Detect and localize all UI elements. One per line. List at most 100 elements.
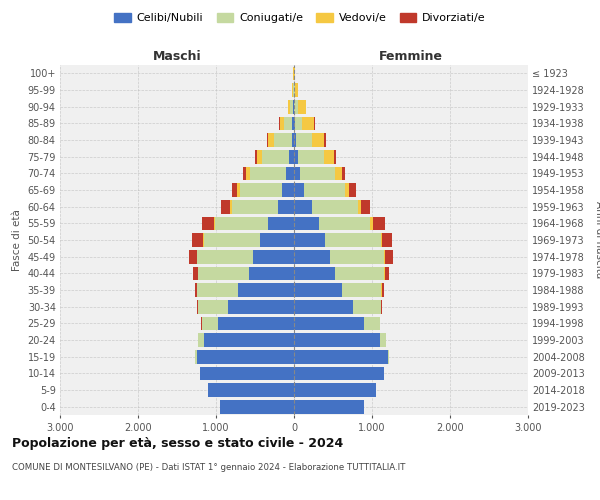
- Bar: [197, 300, 198, 314]
- Bar: [221, 200, 230, 213]
- Bar: [286, 166, 294, 180]
- Bar: [380, 233, 382, 247]
- Bar: [364, 316, 380, 330]
- Bar: [208, 383, 294, 397]
- Legend: Celibi/Nubili, Coniugati/e, Vedovi/e, Divorziati/e: Celibi/Nubili, Coniugati/e, Vedovi/e, Di…: [110, 8, 490, 28]
- Bar: [294, 166, 300, 180]
- Bar: [388, 350, 389, 364]
- Bar: [195, 283, 197, 297]
- Bar: [202, 316, 218, 330]
- Bar: [292, 133, 294, 147]
- Bar: [215, 216, 268, 230]
- Bar: [343, 283, 382, 297]
- Y-axis label: Fasce di età: Fasce di età: [12, 209, 22, 271]
- Bar: [230, 200, 232, 213]
- Bar: [298, 100, 306, 114]
- Bar: [294, 200, 312, 213]
- Bar: [240, 183, 283, 197]
- Bar: [238, 183, 240, 197]
- Bar: [361, 200, 370, 213]
- Bar: [278, 200, 294, 213]
- Text: Maschi: Maschi: [152, 50, 202, 64]
- Bar: [250, 166, 286, 180]
- Bar: [302, 116, 314, 130]
- Bar: [189, 250, 197, 264]
- Bar: [202, 216, 214, 230]
- Bar: [304, 183, 344, 197]
- Bar: [330, 250, 385, 264]
- Bar: [294, 133, 296, 147]
- Bar: [298, 150, 325, 164]
- Bar: [262, 150, 289, 164]
- Bar: [294, 400, 364, 413]
- Bar: [242, 166, 246, 180]
- Bar: [254, 150, 257, 164]
- Bar: [267, 133, 268, 147]
- Bar: [294, 83, 295, 97]
- Bar: [249, 266, 294, 280]
- Bar: [232, 200, 278, 213]
- Bar: [381, 300, 382, 314]
- Bar: [292, 116, 294, 130]
- Bar: [198, 266, 249, 280]
- Bar: [292, 83, 293, 97]
- Bar: [284, 116, 292, 130]
- Bar: [294, 233, 325, 247]
- Bar: [325, 150, 334, 164]
- Bar: [335, 166, 341, 180]
- Bar: [280, 116, 284, 130]
- Bar: [380, 333, 386, 347]
- Bar: [257, 150, 262, 164]
- Bar: [300, 166, 335, 180]
- Bar: [197, 350, 294, 364]
- Text: COMUNE DI MONTESILVANO (PE) - Dati ISTAT 1° gennaio 2024 - Elaborazione TUTTITAL: COMUNE DI MONTESILVANO (PE) - Dati ISTAT…: [12, 462, 406, 471]
- Bar: [334, 150, 336, 164]
- Bar: [294, 216, 319, 230]
- Text: Popolazione per età, sesso e stato civile - 2024: Popolazione per età, sesso e stato civil…: [12, 438, 343, 450]
- Bar: [294, 366, 384, 380]
- Bar: [260, 233, 294, 247]
- Bar: [294, 150, 298, 164]
- Bar: [294, 300, 353, 314]
- Bar: [294, 383, 376, 397]
- Bar: [294, 116, 295, 130]
- Bar: [198, 300, 228, 314]
- Bar: [382, 233, 392, 247]
- Bar: [294, 183, 304, 197]
- Bar: [385, 250, 393, 264]
- Bar: [325, 133, 326, 147]
- Bar: [294, 333, 380, 347]
- Bar: [214, 216, 215, 230]
- Bar: [218, 316, 294, 330]
- Bar: [349, 183, 356, 197]
- Bar: [296, 133, 312, 147]
- Bar: [200, 366, 294, 380]
- Bar: [370, 216, 373, 230]
- Bar: [295, 116, 302, 130]
- Bar: [246, 166, 250, 180]
- Bar: [293, 100, 294, 114]
- Bar: [335, 266, 385, 280]
- Bar: [283, 183, 294, 197]
- Bar: [295, 83, 298, 97]
- Bar: [344, 183, 349, 197]
- Bar: [294, 283, 343, 297]
- Bar: [295, 100, 298, 114]
- Bar: [312, 133, 325, 147]
- Bar: [193, 233, 203, 247]
- Bar: [319, 216, 370, 230]
- Bar: [294, 266, 335, 280]
- Bar: [220, 400, 294, 413]
- Bar: [198, 333, 204, 347]
- Bar: [228, 300, 294, 314]
- Bar: [358, 200, 361, 213]
- Bar: [341, 166, 346, 180]
- Bar: [204, 333, 294, 347]
- Bar: [268, 216, 294, 230]
- Bar: [325, 233, 380, 247]
- Bar: [238, 283, 294, 297]
- Bar: [232, 183, 238, 197]
- Bar: [253, 250, 294, 264]
- Bar: [385, 266, 389, 280]
- Bar: [290, 100, 293, 114]
